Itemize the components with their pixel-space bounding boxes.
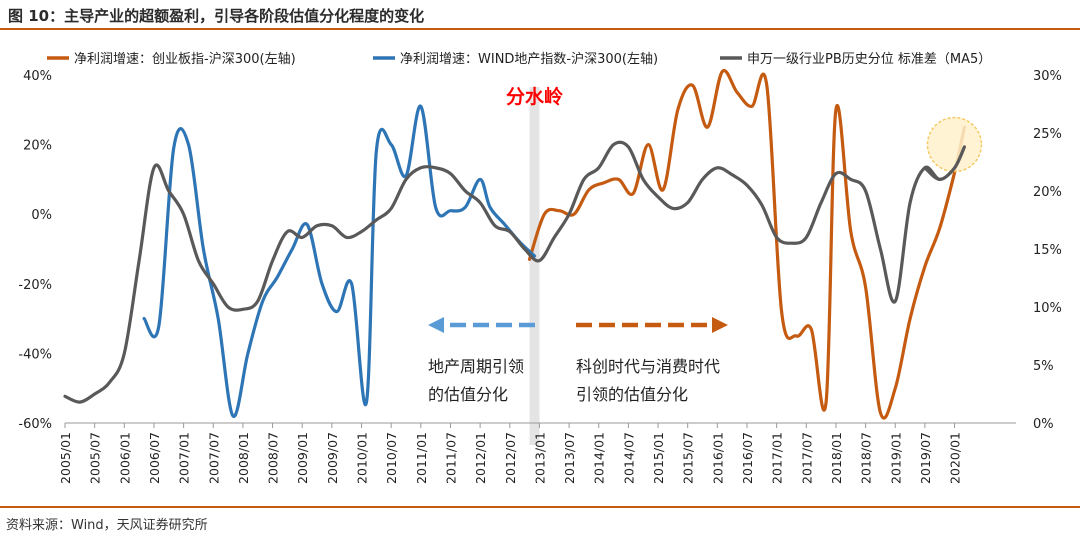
y-left-tick-label: -20%	[18, 278, 52, 293]
x-tick-label: 2010/01	[355, 432, 370, 484]
y-left-tick-label: 20%	[23, 139, 52, 154]
y-right-tick-label: 20%	[1033, 185, 1062, 200]
x-tick-label: 2018/07	[859, 432, 874, 484]
legend-item: 申万一级行业PB历史分位 标准差（MA5）	[720, 52, 991, 67]
source-note: 资料来源：Wind，天风证券研究所	[6, 518, 208, 533]
x-tick-label: 2006/01	[117, 432, 132, 484]
right-note-text: 引领的估值分化	[576, 385, 688, 404]
left-note-text: 的估值分化	[428, 385, 508, 404]
series-line-realestate	[142, 104, 537, 418]
divider-band	[529, 87, 540, 445]
legend-label: 净利润增速：WIND地产指数-沪深300(左轴)	[400, 51, 658, 67]
x-tick-label: 2008/07	[266, 432, 281, 484]
x-tick-label: 2006/07	[147, 432, 162, 484]
x-tick-label: 2007/07	[206, 432, 221, 484]
x-tick-label: 2008/01	[236, 432, 251, 484]
x-tick-label: 2007/01	[177, 432, 192, 484]
x-tick-label: 2016/07	[740, 432, 755, 484]
legend-label: 申万一级行业PB历史分位 标准差（MA5）	[747, 52, 991, 67]
right-arrow-head	[712, 317, 728, 333]
y-left-tick-label: 0%	[31, 208, 52, 223]
x-tick-label: 2014/07	[621, 432, 636, 484]
x-tick-label: 2011/01	[414, 432, 429, 484]
x-tick-label: 2019/07	[918, 432, 933, 484]
y-right-tick-label: 0%	[1033, 417, 1054, 432]
y-right-tick-label: 10%	[1033, 301, 1062, 316]
x-tick-label: 2020/01	[948, 432, 963, 484]
x-tick-label: 2011/07	[443, 432, 458, 484]
title-bar: 图 10：主导产业的超额盈利，引导各阶段估值分化程度的变化	[0, 0, 1080, 30]
y-right-tick-label: 30%	[1033, 69, 1062, 84]
chart-legend: 净利润增速：创业板指-沪深300(左轴) 净利润增速：WIND地产指数-沪深300…	[47, 51, 991, 67]
y-left-tick-label: -60%	[18, 417, 52, 432]
legend-item: 净利润增速：WIND地产指数-沪深300(左轴)	[373, 51, 658, 67]
y-right-tick-label: 25%	[1033, 127, 1062, 142]
figure-title: 图 10：主导产业的超额盈利，引导各阶段估值分化程度的变化	[8, 7, 425, 25]
x-tick-label: 2019/01	[888, 432, 903, 484]
left-note-text: 地产周期引领	[428, 357, 524, 376]
x-tick-label: 2012/01	[473, 432, 488, 484]
y-right-tick-label: 5%	[1033, 359, 1054, 374]
x-tick-label: 2015/07	[681, 432, 696, 484]
series-line-chinext	[527, 68, 966, 420]
y-right-tick-label: 15%	[1033, 243, 1062, 258]
highlight-circle	[926, 116, 983, 173]
x-tick-label: 2012/07	[503, 432, 518, 484]
x-tick-label: 2015/01	[651, 432, 666, 484]
x-tick-label: 2013/07	[562, 432, 577, 484]
x-tick-label: 2009/01	[295, 432, 310, 484]
divider-label: 分水岭	[506, 85, 563, 108]
series-line-pb-std	[63, 140, 966, 404]
x-tick-label: 2010/07	[384, 432, 399, 484]
x-tick-label: 2017/07	[799, 432, 814, 484]
source-bar: 资料来源：Wind，天风证券研究所	[0, 506, 1080, 534]
series-line-pb-std-tail	[923, 145, 966, 182]
right-note-text: 科创时代与消费时代	[576, 357, 720, 376]
legend-item: 净利润增速：创业板指-沪深300(左轴)	[47, 51, 296, 67]
y-left-tick-label: 40%	[23, 69, 52, 84]
left-arrow-head	[428, 317, 444, 333]
x-tick-label: 2016/01	[710, 432, 725, 484]
x-tick-label: 2005/07	[88, 432, 103, 484]
x-tick-label: 2017/01	[770, 432, 785, 484]
legend-label: 净利润增速：创业板指-沪深300(左轴)	[74, 51, 296, 67]
x-tick-label: 2018/01	[829, 432, 844, 484]
x-tick-label: 2013/01	[532, 432, 547, 484]
line-chart: 净利润增速：创业板指-沪深300(左轴) 净利润增速：WIND地产指数-沪深300…	[18, 51, 1062, 484]
x-tick-label: 2014/01	[592, 432, 607, 484]
x-tick-label: 2009/07	[325, 432, 340, 484]
y-left-tick-label: -40%	[18, 347, 52, 362]
x-tick-label: 2005/01	[58, 432, 73, 484]
